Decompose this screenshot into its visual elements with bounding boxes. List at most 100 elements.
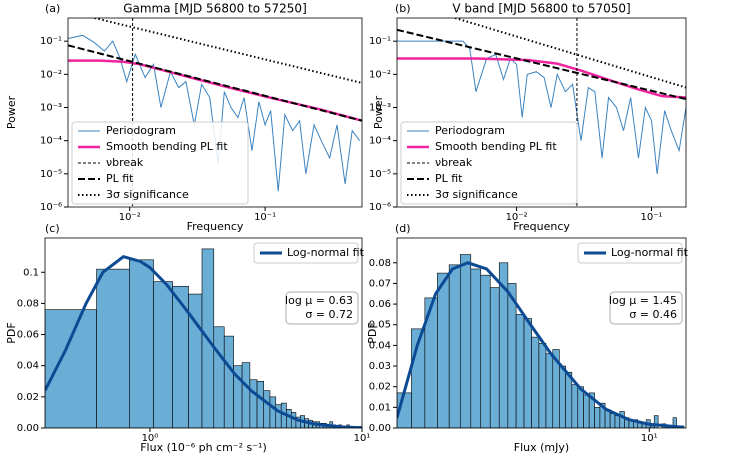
axes-frame [396,17,687,208]
y-tick-label: 0.06 [17,330,39,341]
bar [437,272,450,428]
series-line [397,28,686,101]
series-line [397,40,686,174]
y-tick-label: 0.01 [369,402,391,413]
bar [531,336,540,428]
bar [523,318,532,428]
bar [538,343,547,428]
series-line [68,34,361,192]
axes-frame [44,237,363,429]
y-axis-label: Power [372,95,385,129]
legend-label: PL fit [435,172,463,185]
panel: (c) Flux (10⁻⁶ ph cm⁻² s⁻¹) PDF 0.00 0.02 0.0… [5,222,370,454]
y-tick-label: 0.08 [17,298,39,309]
annotation: σ = 0.72 [305,308,353,321]
bar [614,415,621,428]
y-tick-label: 10⁻⁴ [40,136,62,147]
bar [256,380,265,428]
legend-box [253,242,359,264]
legend-label: νbreak [106,156,144,169]
y-tick-label: 0.1 [23,267,39,278]
y-axis-label: Power [5,95,18,129]
bar [609,413,616,428]
x-tick-label: 10¹ [641,433,658,444]
series-line [68,59,362,122]
bar [241,362,251,428]
x-tick-label: 10⁻¹ [254,212,276,223]
annotation: log μ = 1.45 [609,294,677,307]
x-axis-label: Flux (mJy) [514,441,569,454]
legend-label: 3σ significance [435,188,518,201]
bar [480,274,491,428]
y-tick-label: 0.03 [369,361,391,372]
y-tick-label: 10⁻³ [369,103,391,114]
y-tick-label: 10⁻⁴ [369,136,391,147]
legend-box [400,121,578,205]
bar [619,411,625,428]
y-tick-label: 10⁻⁶ [369,202,391,213]
x-axis-label: Frequency [513,220,570,233]
y-tick-label: 10⁻⁶ [40,202,62,213]
y-tick-label: 0.07 [369,278,391,289]
y-tick-label: 10⁻¹ [369,36,391,47]
x-tick-label: 10¹ [354,433,371,444]
x-tick-label: 10⁰ [142,433,159,444]
y-tick-label: 10⁻⁵ [40,169,62,180]
bar [263,390,271,428]
axes-frame [67,17,363,208]
bar [672,417,677,428]
panel: (a) Gamma [MJD 56800 to 57250] Frequency Po… [5,2,363,233]
bar [459,254,472,428]
legend-label: νbreak [435,156,473,169]
bar [249,379,258,428]
bar [559,365,566,428]
legend-label: Periodogram [435,124,505,137]
plot-area [45,248,362,428]
y-tick-label: 0.05 [369,320,391,331]
panel-label: (a) [45,2,60,15]
legend-label: 3σ significance [106,188,189,201]
x-tick-label: 10⁻¹ [641,212,663,223]
bar [96,268,130,428]
x-tick-label: 10⁻² [119,212,141,223]
y-axis-label: PDF [366,322,379,343]
y-tick-label: 0.02 [369,382,391,393]
series-line [454,18,686,89]
y-tick-label: 0.06 [369,299,391,310]
legend-box [71,121,249,205]
y-tick-label: 0.04 [369,340,391,351]
legend-box [577,242,683,264]
y-tick-label: 10⁻⁵ [369,169,391,180]
x-tick-label: 10⁻² [506,212,528,223]
bar [653,415,659,428]
y-tick-label: 0.04 [17,361,39,372]
y-tick-label: 10⁻² [369,69,391,80]
y-tick-label: 0.08 [369,258,391,269]
annotation-box [609,291,683,325]
bar [577,386,584,428]
legend-label: Smooth bending PL fit [106,140,228,153]
series-line [68,44,362,122]
bar [269,396,277,428]
chart-title: Gamma [MJD 56800 to 57250] [123,2,307,16]
bar [448,264,461,428]
annotation: σ = 0.46 [629,308,677,321]
bar [489,287,500,428]
plot-area [397,254,685,428]
panel-label: (b) [395,2,411,15]
chart-title: V band [MJD 56800 to 57050] [452,2,630,16]
series-line [94,18,362,84]
legend-label: Log-normal fit [287,246,365,259]
bar [545,353,554,428]
bar [515,314,525,428]
annotation-box [285,291,359,325]
y-tick-label: 10⁻¹ [40,36,62,47]
bar [275,404,282,428]
series-line [397,57,686,99]
bar [45,309,97,428]
axes-frame [396,237,687,429]
annotation: log μ = 0.63 [285,294,353,307]
panel-label: (d) [395,222,411,235]
panel-label: (c) [45,222,60,235]
